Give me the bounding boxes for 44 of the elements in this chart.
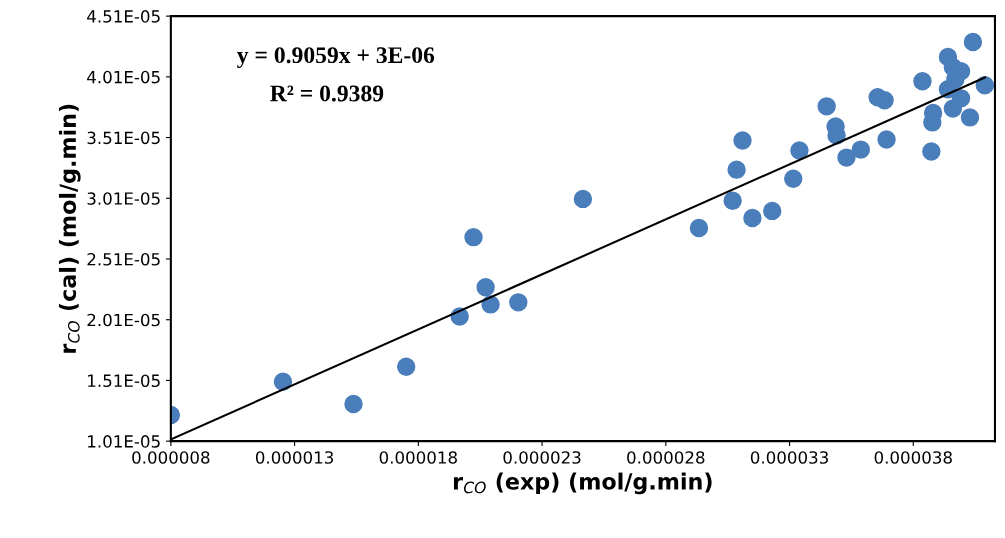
y-tick-label: 2.01E-05: [87, 313, 160, 327]
point: [784, 169, 803, 188]
point: [851, 140, 871, 159]
point: [960, 108, 980, 127]
point: [464, 227, 483, 247]
x-tick-label: 0.000038: [874, 451, 952, 464]
point: [922, 142, 941, 161]
point: [397, 357, 416, 376]
point: [975, 76, 995, 95]
y-tick-label: 4.51E-05: [87, 10, 160, 23]
x-axis-title: r$_{CO}$ (exp) (mol/g.min): [453, 472, 712, 495]
point: [951, 89, 971, 108]
y-axis-title: r$_{CO}$ (cal) (mol/g.min): [58, 104, 81, 353]
point: [837, 148, 856, 167]
x-tick-label: 0.000023: [503, 451, 581, 464]
point: [790, 141, 809, 160]
y-tick-label: 1.51E-05: [88, 374, 160, 388]
x-tick-label: 0.000033: [750, 451, 828, 464]
point: [913, 72, 932, 91]
y-tick-label: 3.51E-05: [87, 131, 160, 145]
point: [723, 191, 742, 210]
annotation: R² = 0.9389: [270, 85, 384, 102]
x-tick-label: 0.000008: [132, 451, 210, 464]
point: [573, 189, 593, 209]
point: [963, 32, 983, 52]
point: [743, 208, 762, 228]
y-tick-label: 4.01E-05: [87, 70, 160, 84]
point: [877, 130, 896, 149]
y-tick-label: 3.01E-05: [87, 192, 160, 205]
point: [733, 131, 752, 150]
point: [875, 91, 894, 110]
x-tick-label: 0.000013: [255, 451, 334, 464]
annotation: y = 0.9059x + 3E-06: [237, 47, 435, 68]
y-tick-label: 1.01E-05: [88, 435, 160, 448]
point: [344, 394, 363, 414]
point: [763, 201, 782, 221]
point: [476, 278, 495, 297]
x-tick-label: 0.000018: [379, 451, 457, 464]
x-tick-label: 0.000028: [627, 451, 705, 464]
point: [509, 293, 528, 312]
point: [817, 97, 836, 116]
y-tick-label: 2.51E-05: [87, 252, 160, 266]
point: [727, 160, 746, 179]
point: [689, 218, 709, 238]
